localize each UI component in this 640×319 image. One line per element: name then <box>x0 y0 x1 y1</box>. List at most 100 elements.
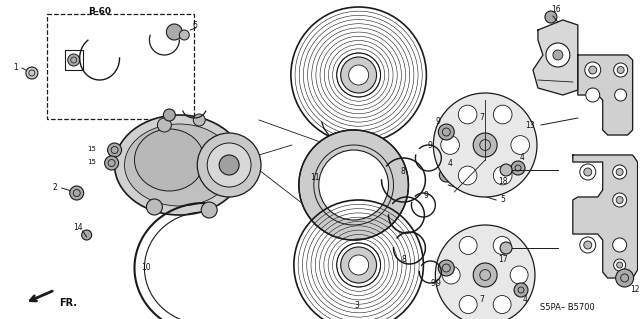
Circle shape <box>612 193 627 207</box>
Text: 13: 13 <box>525 121 535 130</box>
Circle shape <box>585 62 601 78</box>
Circle shape <box>616 197 623 204</box>
Circle shape <box>511 136 529 154</box>
Circle shape <box>460 295 477 314</box>
Circle shape <box>616 168 623 175</box>
Circle shape <box>553 50 563 60</box>
Text: 12: 12 <box>630 286 639 294</box>
Circle shape <box>157 118 172 132</box>
Circle shape <box>179 30 189 40</box>
Circle shape <box>147 199 163 215</box>
Circle shape <box>340 247 376 283</box>
Ellipse shape <box>125 124 234 206</box>
Text: 10: 10 <box>141 263 151 272</box>
Circle shape <box>614 63 628 77</box>
Circle shape <box>197 133 261 197</box>
Bar <box>47 14 195 119</box>
Circle shape <box>616 269 634 287</box>
Text: 16: 16 <box>551 5 561 14</box>
Circle shape <box>473 263 497 287</box>
Text: 11: 11 <box>310 174 319 182</box>
Circle shape <box>493 105 512 124</box>
Circle shape <box>589 66 596 74</box>
Circle shape <box>612 238 627 252</box>
Polygon shape <box>533 20 578 95</box>
Text: 5: 5 <box>500 196 506 204</box>
Circle shape <box>617 262 623 268</box>
Circle shape <box>349 65 369 85</box>
Circle shape <box>510 266 528 284</box>
Text: 17: 17 <box>499 256 508 264</box>
Text: B-60: B-60 <box>88 6 111 16</box>
Circle shape <box>545 11 557 23</box>
Text: 8: 8 <box>400 167 405 176</box>
Circle shape <box>438 260 454 276</box>
Circle shape <box>458 166 477 185</box>
Circle shape <box>493 236 511 255</box>
Polygon shape <box>573 155 637 278</box>
Circle shape <box>314 145 394 225</box>
Circle shape <box>441 136 460 154</box>
Circle shape <box>108 143 122 157</box>
Circle shape <box>201 202 217 218</box>
Circle shape <box>349 255 369 275</box>
Circle shape <box>546 43 570 67</box>
Text: 7: 7 <box>480 295 484 305</box>
Circle shape <box>299 130 408 240</box>
Text: 3: 3 <box>354 300 359 309</box>
Circle shape <box>614 89 627 101</box>
Text: FR.: FR. <box>59 298 77 308</box>
Circle shape <box>612 165 627 179</box>
Circle shape <box>438 124 454 140</box>
Text: 4: 4 <box>523 295 527 305</box>
Text: 9: 9 <box>424 190 429 199</box>
Text: 1: 1 <box>13 63 19 72</box>
Circle shape <box>219 155 239 175</box>
Polygon shape <box>578 55 632 135</box>
Text: 2: 2 <box>52 183 57 192</box>
Circle shape <box>580 164 596 180</box>
Circle shape <box>340 57 376 93</box>
Circle shape <box>163 109 175 121</box>
Circle shape <box>614 259 626 271</box>
Circle shape <box>584 168 592 176</box>
Text: 9: 9 <box>436 278 441 287</box>
Text: 15: 15 <box>87 159 96 165</box>
Circle shape <box>500 164 512 176</box>
Circle shape <box>433 93 537 197</box>
Text: 9: 9 <box>436 117 441 127</box>
Circle shape <box>493 295 511 314</box>
Circle shape <box>442 266 460 284</box>
Text: 6: 6 <box>193 21 198 31</box>
Circle shape <box>207 143 251 187</box>
Circle shape <box>82 230 92 240</box>
Ellipse shape <box>115 115 244 215</box>
Circle shape <box>319 150 388 220</box>
Circle shape <box>68 54 80 66</box>
Circle shape <box>104 156 118 170</box>
Circle shape <box>511 161 525 175</box>
Text: 7: 7 <box>480 114 484 122</box>
Text: 9: 9 <box>428 142 433 151</box>
Circle shape <box>319 150 388 220</box>
Text: 18: 18 <box>499 177 508 187</box>
Ellipse shape <box>134 129 204 191</box>
Circle shape <box>584 241 592 249</box>
Text: 14: 14 <box>73 224 83 233</box>
Text: S5PA– B5700: S5PA– B5700 <box>540 303 595 313</box>
Text: 8: 8 <box>401 256 406 264</box>
Circle shape <box>586 88 600 102</box>
Text: 9: 9 <box>431 279 436 288</box>
Text: 4: 4 <box>520 152 524 161</box>
Circle shape <box>435 225 535 319</box>
Circle shape <box>514 283 528 297</box>
Circle shape <box>493 166 512 185</box>
Circle shape <box>580 237 596 253</box>
Circle shape <box>460 236 477 255</box>
Circle shape <box>500 242 512 254</box>
Text: 4: 4 <box>448 159 452 167</box>
Circle shape <box>458 105 477 124</box>
Text: 15: 15 <box>87 146 96 152</box>
Circle shape <box>166 24 182 40</box>
Circle shape <box>26 67 38 79</box>
